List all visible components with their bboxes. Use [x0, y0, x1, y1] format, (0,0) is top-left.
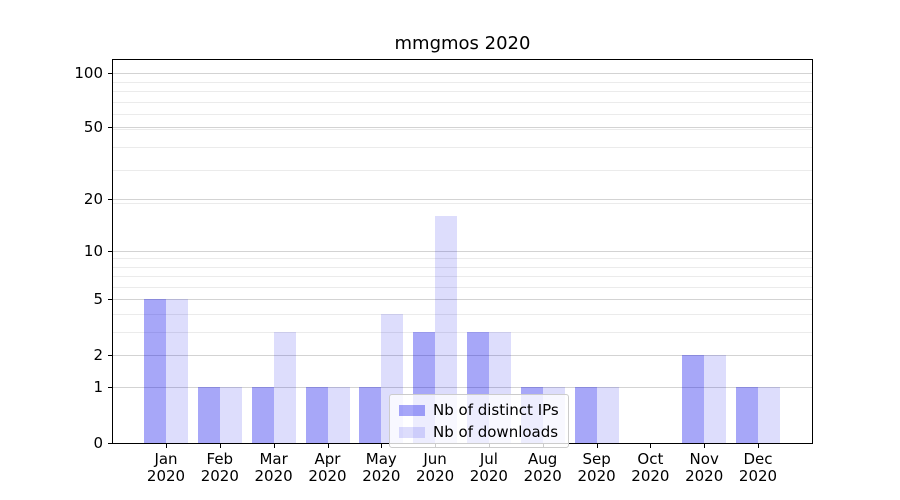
y-tick-label: 10 [83, 241, 103, 260]
x-tick-label: Jun 2020 [416, 450, 455, 485]
x-tick-label: Apr 2020 [308, 450, 347, 485]
major-gridline [113, 250, 812, 252]
bar-downloads [327, 387, 350, 443]
minor-gridline [113, 81, 812, 83]
bar-downloads [273, 331, 296, 443]
legend-swatch-downloads [399, 426, 425, 438]
legend-label: Nb of distinct IPs [433, 401, 559, 419]
legend-label: Nb of downloads [433, 423, 559, 441]
legend: Nb of distinct IPs Nb of downloads [389, 394, 569, 448]
major-gridline [113, 299, 812, 301]
bar-distinct-ips [251, 387, 274, 443]
major-gridline [113, 354, 812, 356]
y-tick-label: 1 [93, 378, 103, 397]
y-tick-label: 5 [93, 290, 103, 309]
minor-gridline [113, 146, 812, 148]
bar-downloads [166, 299, 188, 443]
x-tick-mark [758, 444, 759, 448]
x-tick-label: Nov 2020 [685, 450, 724, 485]
x-tick-label: Feb 2020 [200, 450, 239, 485]
minor-gridline [113, 266, 812, 268]
y-tick-mark [108, 250, 112, 252]
x-tick-label: Aug 2020 [523, 450, 562, 485]
minor-gridline [113, 114, 812, 116]
bar-downloads [704, 354, 727, 443]
minor-gridline [113, 170, 812, 171]
major-gridline [113, 387, 812, 389]
x-tick-label: Sep 2020 [577, 450, 616, 485]
x-tick-mark [704, 444, 706, 448]
y-tick-mark [108, 299, 112, 301]
legend-swatch-distinct-ips [399, 404, 425, 416]
bar-distinct-ips [197, 387, 220, 443]
bar-distinct-ips [359, 387, 382, 443]
x-tick-label: Jan 2020 [146, 450, 186, 485]
major-gridline [113, 127, 812, 129]
bar-distinct-ips [682, 354, 705, 443]
x-tick-mark [327, 444, 329, 448]
y-tick-mark [108, 387, 112, 389]
y-tick-mark [108, 198, 112, 200]
legend-item: Nb of distinct IPs [399, 401, 559, 419]
grid-layer [113, 60, 812, 443]
minor-gridline [113, 258, 812, 260]
x-tick-label: Dec 2020 [738, 450, 778, 485]
minor-gridline [113, 91, 812, 93]
x-tick-label: May 2020 [362, 450, 401, 485]
minor-gridline [113, 202, 812, 204]
legend-item: Nb of downloads [399, 423, 559, 441]
bar-downloads [435, 215, 458, 443]
x-tick-label: Mar 2020 [254, 450, 293, 485]
bar-downloads [758, 387, 780, 443]
x-tick-mark [273, 444, 275, 448]
x-tick-mark [219, 444, 221, 448]
plot-area [112, 59, 813, 444]
y-tick-label: 50 [83, 118, 103, 137]
x-tick-mark [381, 444, 383, 448]
bar-layer [113, 60, 812, 443]
x-tick-label: Jul 2020 [469, 450, 508, 485]
minor-gridline [113, 286, 812, 288]
y-tick-label: 100 [74, 63, 103, 82]
y-tick-label: 0 [93, 434, 103, 452]
x-tick-label: Oct 2020 [631, 450, 670, 485]
minor-gridline [113, 276, 812, 278]
bar-distinct-ips [144, 299, 166, 443]
chart-title: mmgmos 2020 [394, 33, 531, 54]
bar-distinct-ips [305, 387, 328, 443]
minor-gridline [113, 331, 812, 333]
bar-distinct-ips [574, 387, 597, 443]
major-gridline [113, 72, 812, 74]
x-tick-mark [650, 444, 652, 448]
minor-gridline [113, 102, 812, 103]
minor-gridline [113, 313, 812, 315]
y-tick-label: 2 [93, 345, 103, 364]
x-tick-mark [596, 444, 598, 448]
y-tick-mark [108, 354, 112, 356]
bar-distinct-ips [736, 387, 758, 443]
y-tick-mark [108, 127, 112, 129]
major-gridline [113, 198, 812, 200]
minor-gridline [113, 73, 812, 75]
y-tick-mark [108, 72, 112, 74]
bar-downloads [219, 387, 242, 443]
x-tick-mark [166, 444, 167, 448]
minor-gridline [113, 129, 812, 130]
y-tick-label: 20 [83, 189, 103, 208]
bar-downloads [596, 387, 619, 443]
y-tick-mark [108, 443, 112, 444]
